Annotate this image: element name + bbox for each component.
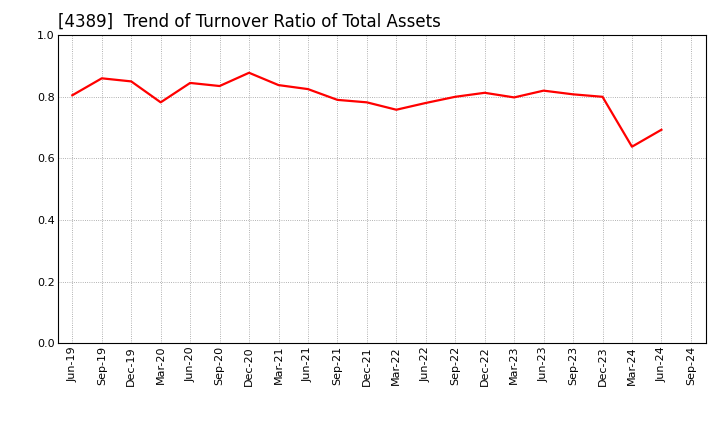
Text: [4389]  Trend of Turnover Ratio of Total Assets: [4389] Trend of Turnover Ratio of Total … [58,13,441,31]
